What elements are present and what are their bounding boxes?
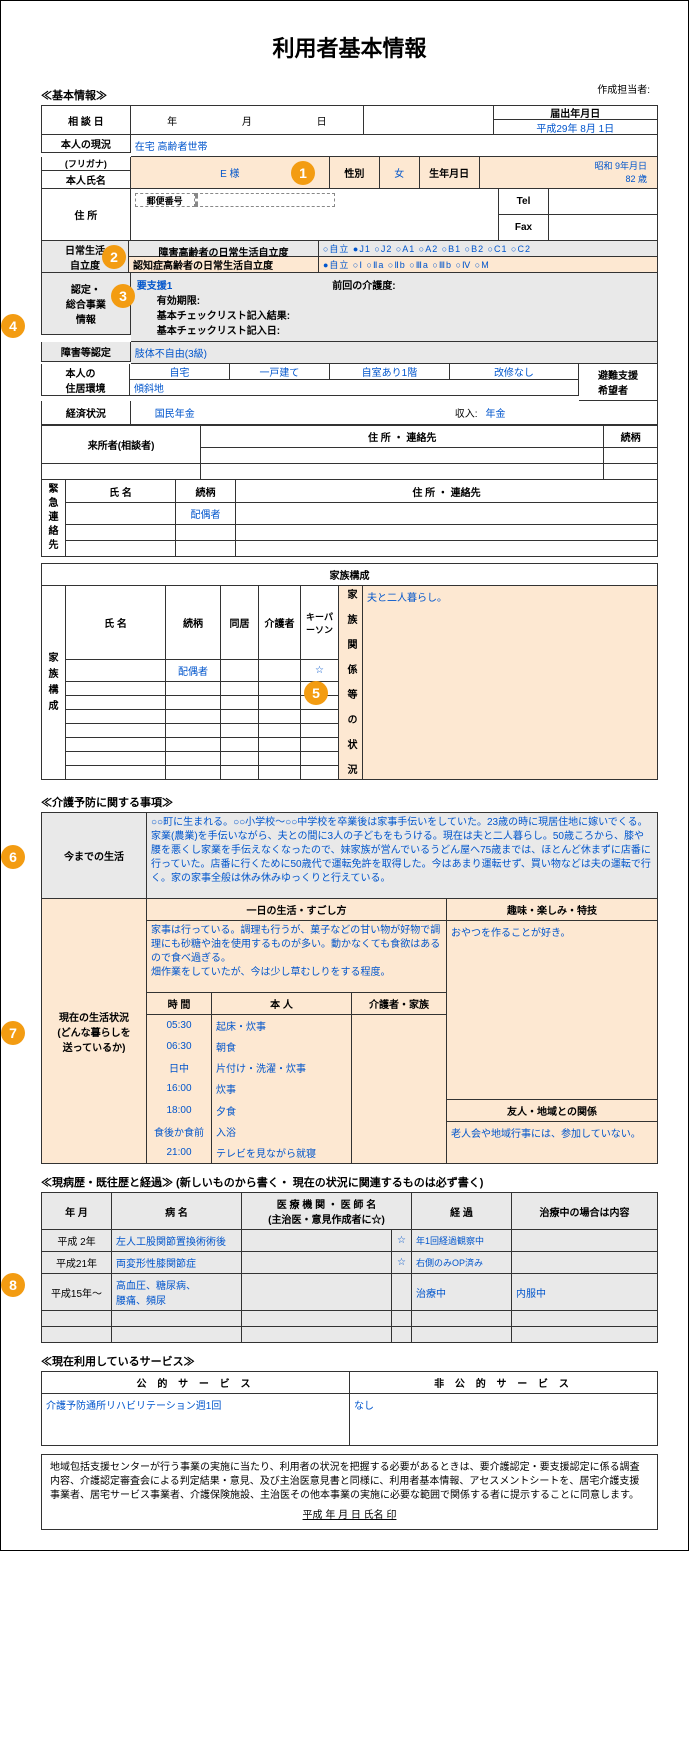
- furigana-label: (フリガナ): [41, 157, 131, 171]
- adl-disabled-label: 障害高齢者の日常生活自立度: [129, 241, 319, 257]
- status-label: 本人の現況: [41, 135, 131, 153]
- postal-label: 郵便番号: [135, 193, 195, 207]
- adl-dementia-label: 認知症高齢者の日常生活自立度: [129, 257, 319, 273]
- support: 要支援1: [137, 277, 173, 292]
- section-history: ≪現病歴・既往歴と経過≫ (新しいものから書く・ 現在の状況に関連するものは必ず…: [41, 1174, 658, 1190]
- notify-date-label: 届出年月日: [494, 105, 658, 120]
- adl-disabled-opts: ○自立 ●J1 ○J2 ○A1 ○A2 ○B1 ○B2 ○C1 ○C2: [319, 241, 658, 257]
- badge-1: 1: [291, 161, 315, 185]
- badge-6: 6: [1, 845, 25, 869]
- author-label: 作成担当者:: [346, 81, 659, 105]
- service-table: 公 的 サ ー ビ ス 非 公 的 サ ー ビ ス 介護予防通所リハビリテーショ…: [41, 1371, 658, 1446]
- badge-7: 7: [1, 1021, 25, 1045]
- current-life-table: 現在の生活状況 (どんな暮らしを 送っているか) 一日の生活・すごし方 趣味・楽…: [41, 898, 658, 1164]
- name-label: 本人氏名: [41, 171, 131, 189]
- emergency-table: 緊 急 連 絡 先 氏 名 続柄 住 所 ・ 連絡先 配偶者: [41, 479, 658, 557]
- notify-date: 平成29年 8月 1日: [494, 120, 658, 135]
- history-table: 年 月 病 名 医 療 機 関 ・ 医 師 名 (主治医・意見作成者に☆) 経 …: [41, 1192, 658, 1343]
- residence-label: 本人の 住居環境: [41, 364, 130, 396]
- consult-date-label: 相 談 日: [41, 105, 131, 135]
- badge-3: 3: [111, 284, 135, 308]
- page-title: 利用者基本情報: [41, 31, 658, 63]
- sex: 女: [380, 157, 420, 189]
- economy-label: 経済状況: [41, 401, 131, 425]
- address-label: 住 所: [41, 189, 131, 241]
- disability-label: 障害等認定: [41, 342, 131, 362]
- badge-5: 5: [304, 681, 328, 705]
- badge-8: 8: [1, 1273, 25, 1297]
- dob: 昭和 9年月日: [594, 159, 647, 172]
- family-table: 家族構成 家 族 構 成 氏 名 続柄 同居 介護者 キーパーソン 家 族 関 …: [41, 563, 658, 780]
- badge-2: 2: [102, 245, 126, 269]
- adl-dementia-opts: ●自立 ○Ⅰ ○Ⅱa ○Ⅱb ○Ⅲa ○Ⅲb ○Ⅳ ○M: [319, 257, 658, 273]
- status: 在宅 高齢者世帯: [131, 135, 658, 157]
- evac-label: 避難支援 希望者: [579, 364, 658, 401]
- prev-care: 前回の介護度:: [332, 277, 395, 292]
- prevention-table: 今までの生活 ○○町に生まれる。○○小学校～○○中学校を卒業後は家事手伝いをして…: [41, 812, 658, 899]
- tel-label: Tel: [499, 189, 549, 215]
- dob-label: 生年月日: [420, 157, 480, 189]
- sex-label: 性別: [330, 157, 380, 189]
- consent-table: 地域包括支援センターが行う事業の実施に当たり、利用者の状況を把握する必要があると…: [41, 1454, 658, 1530]
- section-service: ≪現在利用しているサービス≫: [41, 1353, 658, 1369]
- badge-4: 4: [1, 314, 25, 338]
- visitor-table: 来所者(相談者) 住 所 ・ 連絡先 続柄: [41, 425, 658, 480]
- section-basic: ≪基本情報≫: [41, 87, 346, 103]
- fax-label: Fax: [499, 215, 549, 241]
- disability: 肢体不自由(3級): [131, 342, 658, 364]
- section-prevent: ≪介護予防に関する事項≫: [41, 794, 658, 810]
- age: 82 歳: [625, 172, 647, 185]
